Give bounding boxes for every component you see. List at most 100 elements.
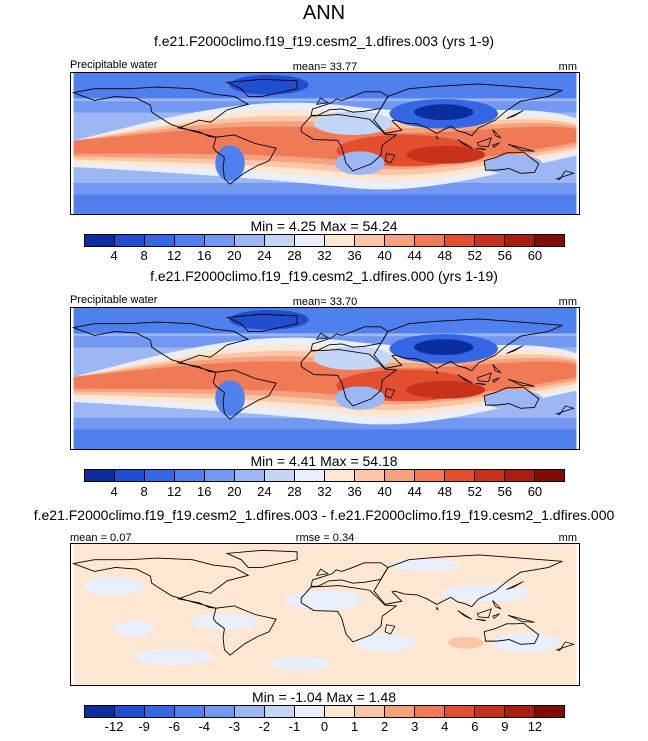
colorbar-tick-label: 32 [317, 248, 332, 263]
colorbar-swatch [475, 235, 505, 246]
field-band [73, 429, 577, 449]
colorbar-swatch [295, 706, 325, 717]
coastline [483, 622, 540, 645]
colorbar-tick-label: 6 [471, 719, 479, 734]
island-coastline [476, 137, 492, 148]
colorbar-swatch [175, 706, 205, 717]
field-contour [313, 346, 393, 370]
field-contour [229, 309, 309, 330]
panel-1-colorbar [84, 234, 565, 247]
colorbar-swatch [415, 706, 445, 717]
colorbar-tick-label: 4 [110, 484, 118, 499]
colorbar-swatch [385, 706, 415, 717]
field-contour [270, 656, 330, 671]
island-coastline [315, 332, 329, 340]
island-coastline [384, 388, 396, 399]
island-coastline [506, 345, 524, 354]
colorbar-tick-label: 16 [197, 248, 212, 263]
coastline [483, 151, 540, 174]
colorbar-tick-label: -12 [104, 719, 124, 734]
island-coastline [492, 364, 502, 374]
coastline [225, 78, 298, 97]
colorbar-swatch [265, 706, 295, 717]
colorbar-tick-label: 36 [347, 484, 362, 499]
colorbar-swatch [175, 235, 205, 246]
field-contour [406, 380, 486, 399]
colorbar-tick-label: 48 [437, 248, 452, 263]
island-coastline [555, 170, 576, 180]
colorbar-tick-label: 56 [497, 248, 513, 263]
colorbar-tick-label: 40 [377, 248, 392, 263]
island-coastline [315, 568, 329, 576]
colorbar-tick-label: 4 [110, 248, 118, 263]
panel-2-colorbar [84, 469, 565, 482]
field-contour [114, 620, 154, 637]
colorbar-swatch [175, 470, 205, 481]
panel-2-map [70, 307, 580, 450]
island-coastline [507, 143, 535, 152]
colorbar-tick-label: 8 [140, 484, 148, 499]
colorbar-swatch [205, 470, 235, 481]
coastline [300, 585, 398, 643]
colorbar-swatch [445, 470, 475, 481]
field-contour [491, 632, 561, 653]
island-coastline [457, 374, 472, 384]
colorbar-swatch [145, 235, 175, 246]
colorbar-tick-label: 20 [227, 484, 242, 499]
coastline [373, 83, 563, 137]
field-contour [414, 339, 474, 356]
panel-1-variable-label: Precipitable water [70, 59, 158, 71]
island-coastline [555, 641, 576, 651]
colorbar-tick-label: -2 [258, 719, 271, 734]
colorbar-swatch [535, 470, 564, 481]
colorbar-swatch [205, 235, 235, 246]
coastline [373, 318, 563, 372]
colorbar-tick-label: -3 [228, 719, 241, 734]
island-coastline [507, 614, 535, 623]
colorbar-swatch [325, 470, 355, 481]
field-contour [215, 145, 245, 181]
colorbar-tick-label: 28 [287, 248, 302, 263]
island-coastline [492, 377, 500, 384]
island-coastline [475, 382, 486, 386]
panel-2-units-label: mm [558, 296, 577, 308]
coastline [300, 349, 398, 407]
colorbar-tick-label: -4 [198, 719, 211, 734]
field-contour [483, 154, 544, 175]
panel-2-mean-label: mean= 33.70 [292, 296, 358, 308]
panel-3-title: f.e21.F2000climo.f19_f19.cesm2_1.dfires.… [33, 507, 615, 523]
colorbar-tick-label: 20 [227, 248, 242, 263]
panel-2-colorbar-ticks: 4 8 12 16 20 24 28 32 36 40 44 48 52 56 60 [84, 484, 565, 500]
colorbar-swatch [355, 706, 385, 717]
colorbar-tick-label: 44 [407, 484, 422, 499]
panel-2-variable-label: Precipitable water [70, 294, 158, 306]
colorbar-swatch [205, 706, 235, 717]
colorbar-swatch [505, 235, 535, 246]
colorbar-tick-label: 36 [347, 248, 362, 263]
field-band [73, 417, 577, 430]
panel-3-minmax: Min = -1.04 Max = 1.48 [252, 689, 396, 705]
colorbar-swatch [505, 470, 535, 481]
colorbar-tick-label: 60 [527, 484, 543, 499]
panel-1-colorbar-ticks: 4 8 12 16 20 24 28 32 36 40 44 48 52 56 60 [84, 248, 565, 264]
island-coastline [476, 372, 492, 383]
island-coastline [457, 139, 472, 149]
colorbar-tick-label: 0 [320, 719, 329, 734]
coastline [310, 562, 389, 587]
panel-2-map-svg [71, 308, 577, 449]
colorbar-swatch [85, 470, 115, 481]
field-contour [215, 380, 245, 416]
panel-1-units-label: mm [558, 61, 577, 73]
colorbar-swatch [235, 470, 265, 481]
panel-3-map [70, 543, 580, 686]
colorbar-tick-label: 40 [377, 484, 392, 499]
island-coastline [492, 613, 500, 620]
colorbar-swatch [295, 235, 325, 246]
colorbar-tick-label: 24 [257, 484, 272, 499]
colorbar-swatch [115, 235, 145, 246]
field-contour [355, 633, 415, 652]
colorbar-tick-label: -6 [168, 719, 180, 734]
field-band [73, 308, 577, 334]
colorbar-swatch [535, 235, 564, 246]
field-band [73, 182, 577, 195]
